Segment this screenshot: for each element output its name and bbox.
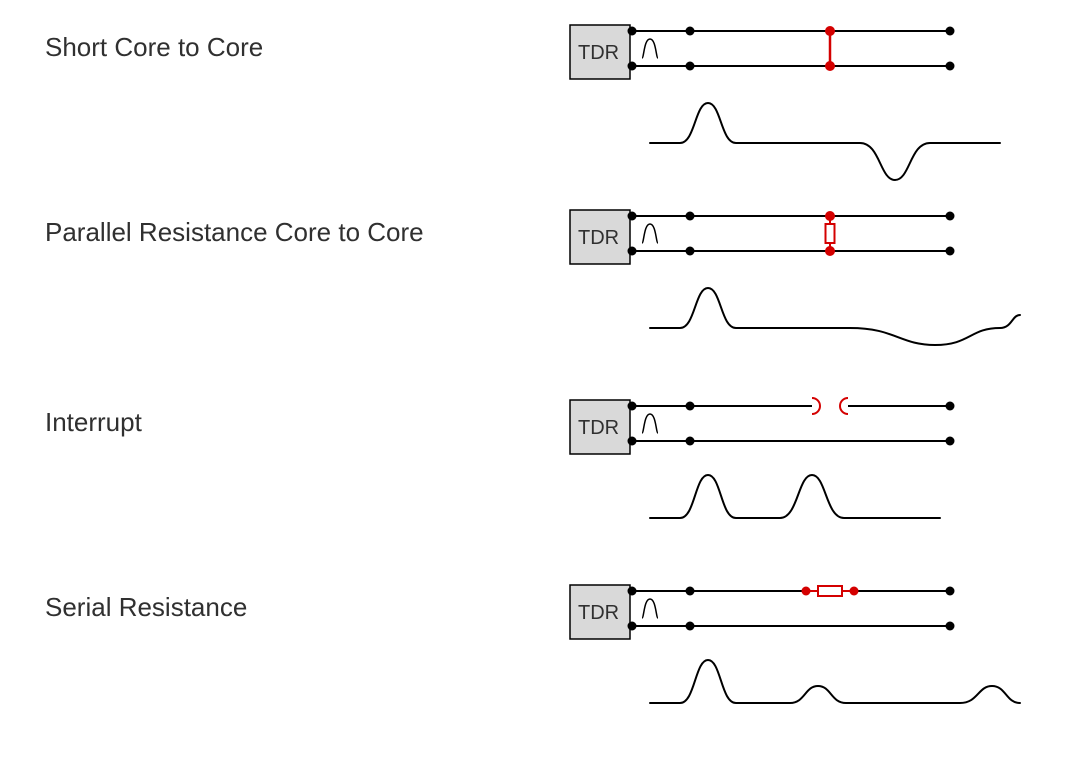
tdr-box-label: TDR (578, 417, 619, 439)
tdr-box-label: TDR (578, 602, 619, 624)
tdr-trace-short (650, 103, 1000, 180)
fault-label-short: Short Core to Core (45, 32, 263, 63)
fault-diagram-serial-r: TDR (560, 580, 1040, 750)
fault-diagram-interrupt: TDR (560, 395, 1040, 565)
tdr-box-label: TDR (578, 227, 619, 249)
fault-label-serial-r: Serial Resistance (45, 592, 247, 623)
fault-diagram-short: TDR (560, 20, 1040, 190)
tdr-box-label: TDR (578, 42, 619, 64)
fault-diagram-parallel-r: TDR (560, 205, 1040, 375)
fault-label-parallel-r: Parallel Resistance Core to Core (45, 217, 424, 248)
tdr-trace-serial-r (650, 660, 1020, 703)
fault-label-interrupt: Interrupt (45, 407, 142, 438)
tdr-trace-parallel-r (650, 288, 1020, 345)
tdr-trace-interrupt (650, 475, 940, 518)
